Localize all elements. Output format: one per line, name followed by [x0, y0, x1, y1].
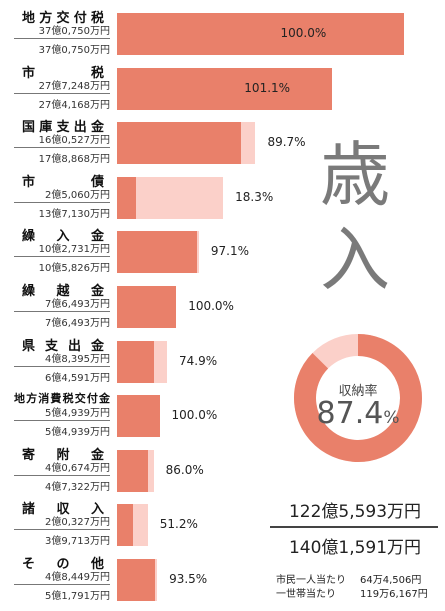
total-divider	[270, 526, 438, 528]
collection-rate-donut	[294, 334, 422, 462]
actual-amount: 17億8,868万円	[14, 147, 110, 165]
bar-actual	[117, 340, 155, 383]
bar-actual	[117, 122, 242, 165]
actual-amount: 7億6,493万円	[14, 311, 110, 329]
budget-amount: 4億8,449万円	[45, 572, 110, 583]
donut-value: 87.4%	[298, 396, 418, 431]
bar-actual	[117, 67, 332, 110]
bar-actual	[117, 13, 404, 55]
category-label: 市 税	[22, 65, 104, 81]
category-label: 諸収入	[22, 502, 104, 518]
rate-label: 97.1%	[210, 244, 250, 259]
category-label: 市 債	[22, 174, 104, 190]
rate-label: 93.5%	[169, 572, 208, 586]
bar-actual	[117, 286, 177, 328]
budget-amount: 16億0,527万円	[38, 135, 110, 147]
bar-actual	[117, 395, 160, 438]
per-capita-citizen-label: 市民一人当たり	[276, 575, 346, 586]
budget-amount: 10億2,731万円	[38, 244, 110, 256]
actual-amount: 37億0,750万円	[14, 38, 110, 56]
chart-row: その他 4億8,449万円 5億1,791万円 93.5%	[0, 552, 445, 607]
actual-amount: 13億7,130万円	[14, 201, 110, 220]
budget-amount: 5億4,939万円	[45, 408, 110, 420]
actual-amount: 5億4,939万円	[14, 420, 110, 438]
chart-row: 市 税 27億7,248万円 27億4,168万円 101.1%	[0, 61, 445, 116]
chart-row: 諸収入 2億0,327万円 3億9,713万円 51.2%	[0, 497, 445, 552]
bar-actual	[117, 504, 133, 547]
category-label: その他	[22, 557, 104, 572]
rate-label: 86.0%	[165, 462, 204, 477]
per-capita-citizen: 市民一人当たり 64万4,506円	[276, 571, 421, 586]
category-label: 繰入金	[22, 229, 104, 245]
actual-amount: 27億4,168万円	[14, 92, 110, 111]
actual-amount: 3億9,713万円	[14, 529, 110, 547]
title-char-nyu: 入	[320, 219, 390, 301]
rate-label: 100.0%	[280, 26, 327, 40]
actual-amount: 4億7,322万円	[14, 474, 110, 493]
bar-actual	[117, 559, 155, 601]
per-capita-household-value: 119万6,167円	[360, 589, 428, 600]
chart-row: 寄附金 4億0,674万円 4億7,322万円 86.0%	[0, 443, 445, 498]
per-capita-household-label: 一世帯当たり	[276, 589, 336, 600]
budget-amount: 37億0,750万円	[38, 26, 110, 37]
rate-label: 18.3%	[235, 189, 274, 204]
budget-amount: 2億0,327万円	[45, 517, 110, 529]
donut-value-number: 87.4	[316, 396, 384, 431]
donut-collected-arc	[294, 334, 422, 462]
chart-row: 国庫支出金 16億0,527万円 17億8,868万円 89.7%	[0, 115, 445, 170]
budget-amount: 27億7,248万円	[38, 80, 110, 92]
chart-row: 市 債 2億5,060万円 13億7,130万円 18.3%	[0, 170, 445, 225]
actual-amount: 6億4,591万円	[14, 365, 110, 384]
per-capita-citizen-value: 64万4,506円	[360, 575, 422, 586]
total-budget: 122億5,593万円	[288, 502, 422, 522]
rate-label: 51.2%	[159, 517, 198, 532]
actual-amount: 5億1,791万円	[14, 584, 110, 602]
bar-actual	[117, 176, 137, 219]
category-label: 寄附金	[22, 447, 104, 463]
actual-amount: 10億5,826万円	[14, 256, 110, 274]
bar-actual	[117, 231, 197, 274]
category-label: 地方交付税	[22, 11, 104, 26]
chart-row: 繰越金 7億6,493万円 7億6,493万円 100.0%	[0, 279, 445, 334]
title-char-sai: 歳	[320, 134, 390, 216]
category-label: 繰越金	[22, 284, 104, 299]
budget-amount: 4億8,395万円	[45, 353, 110, 365]
donut-label: 収納率	[338, 384, 378, 399]
budget-amount: 7億6,493万円	[45, 299, 110, 310]
chart-row: 地方交付税 37億0,750万円 37億0,750万円 100.0%	[0, 6, 445, 61]
rate-label: 74.9%	[179, 353, 218, 368]
chart-row: 地方消費税交付金 5億4,939万円 5億4,939万円 100.0%	[0, 388, 445, 443]
chart-row: 繰入金 10億2,731万円 10億5,826万円 97.1%	[0, 224, 445, 279]
rate-label: 101.1%	[244, 80, 291, 95]
bar-actual	[117, 449, 149, 492]
rate-label: 89.7%	[267, 135, 306, 150]
category-label: 地方消費税交付金	[14, 392, 110, 406]
total-actual: 140億1,591万円	[288, 538, 422, 558]
per-capita-household: 一世帯当たり 119万6,167円	[276, 585, 428, 600]
category-label: 国庫支出金	[22, 120, 104, 136]
category-label: 県支出金	[22, 338, 104, 354]
rate-label: 100.0%	[188, 299, 234, 313]
budget-amount: 2億5,060万円	[45, 189, 110, 201]
chart-row: 県支出金 4億8,395万円 6億4,591万円 74.9%	[0, 334, 445, 389]
budget-amount: 4億0,674万円	[45, 462, 110, 474]
donut-value-unit: %	[383, 408, 400, 428]
rate-label: 100.0%	[171, 408, 218, 423]
